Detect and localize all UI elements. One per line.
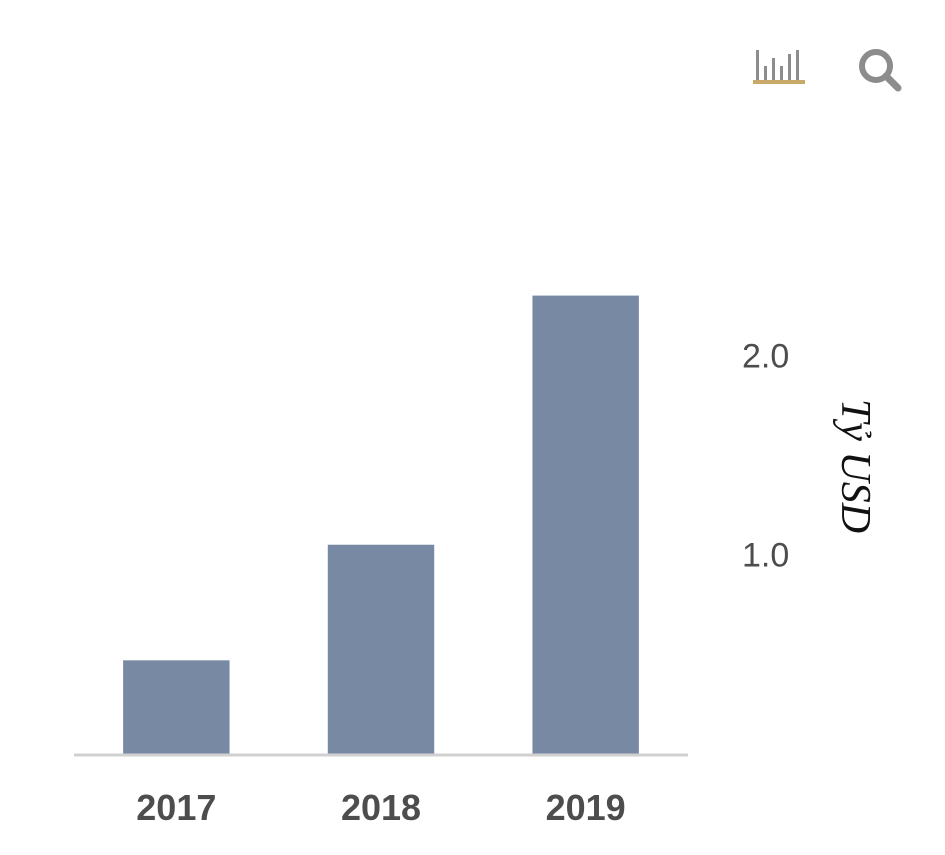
- bar-chart-icon: [753, 50, 805, 84]
- chart-toolbar: [744, 38, 924, 98]
- search-button[interactable]: [850, 38, 920, 98]
- y-tick-label: 1.0: [742, 537, 789, 575]
- y-axis-title: Tỷ USD: [832, 399, 878, 533]
- search-icon: [859, 49, 902, 92]
- x-tick-label-2017: 2017: [136, 787, 216, 828]
- x-tick-label-2019: 2019: [546, 787, 626, 828]
- bar-2018[interactable]: [327, 544, 435, 754]
- bar-2019[interactable]: [532, 295, 639, 754]
- y-tick-label: 2.0: [742, 337, 789, 375]
- chart-type-button[interactable]: [744, 38, 814, 98]
- bar-2017[interactable]: [123, 660, 230, 754]
- x-tick-label-2018: 2018: [341, 787, 421, 828]
